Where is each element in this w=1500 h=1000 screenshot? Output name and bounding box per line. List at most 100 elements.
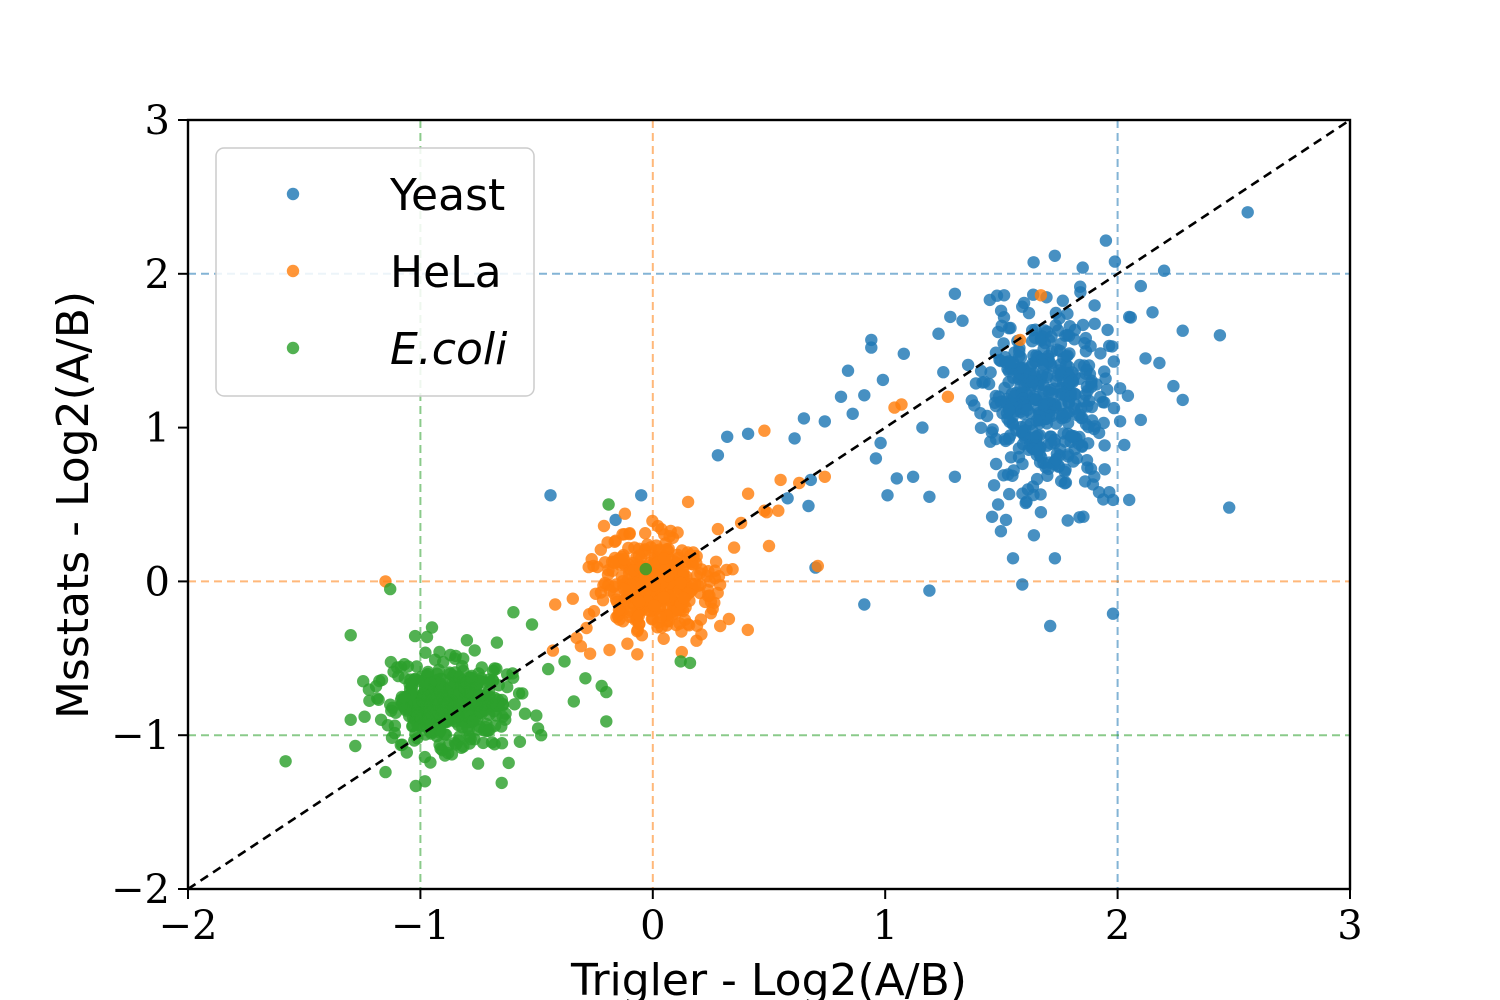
data-point	[618, 507, 632, 520]
data-point	[858, 389, 871, 402]
data-point	[874, 436, 887, 450]
data-point	[1098, 439, 1111, 452]
data-point	[804, 473, 817, 487]
data-point	[525, 618, 539, 631]
legend-label: HeLa	[390, 247, 502, 298]
data-point	[1027, 256, 1040, 269]
data-point	[774, 473, 787, 487]
data-point	[994, 304, 1008, 317]
data-point	[681, 495, 695, 509]
legend-box	[215, 147, 535, 397]
y-tick-label: −2	[111, 867, 170, 913]
data-point	[1048, 249, 1062, 262]
data-point	[1021, 483, 1035, 496]
data-point	[772, 504, 785, 517]
data-point	[1026, 375, 1039, 388]
data-point	[1056, 294, 1070, 307]
data-point	[1055, 398, 1068, 411]
y-tick-label: −1	[111, 713, 170, 759]
data-point	[279, 755, 292, 768]
data-point	[1070, 452, 1084, 465]
legend-marker	[286, 341, 300, 355]
data-point	[937, 366, 950, 379]
data-point	[1101, 323, 1114, 337]
x-axis-label: Trigler - Log2(A/B)	[570, 955, 967, 1000]
data-point	[956, 314, 969, 327]
data-point	[460, 676, 473, 689]
data-point	[841, 364, 855, 377]
data-point	[495, 737, 509, 750]
data-point	[944, 310, 957, 324]
data-point	[1106, 607, 1120, 620]
data-point	[583, 647, 597, 660]
data-point	[694, 613, 708, 626]
data-point	[435, 681, 449, 694]
data-point	[657, 632, 670, 645]
data-point	[682, 619, 696, 632]
data-point	[1241, 206, 1254, 219]
data-point	[1016, 578, 1029, 591]
data-point	[802, 499, 815, 513]
data-point	[1157, 264, 1171, 277]
data-point	[460, 634, 474, 647]
data-point	[544, 489, 557, 502]
data-point	[1076, 261, 1089, 274]
data-point	[1063, 320, 1077, 333]
data-point	[411, 707, 424, 720]
data-point	[535, 729, 548, 742]
data-point	[420, 630, 434, 644]
data-point	[818, 415, 831, 428]
x-tick-label: 3	[1337, 903, 1362, 949]
data-point	[609, 513, 622, 527]
data-point	[671, 526, 684, 539]
data-point	[1052, 364, 1066, 377]
data-point	[635, 489, 648, 502]
data-point	[615, 570, 629, 583]
data-point	[632, 609, 646, 622]
data-point	[781, 492, 794, 505]
data-point	[507, 606, 520, 619]
data-point	[471, 757, 485, 770]
data-point	[600, 715, 613, 728]
data-point	[344, 629, 357, 642]
data-point	[418, 775, 432, 788]
data-point	[948, 470, 962, 483]
data-point	[1029, 323, 1042, 336]
data-point	[388, 726, 401, 740]
data-point	[985, 510, 999, 523]
data-point	[711, 522, 725, 536]
data-point	[675, 645, 688, 659]
data-point	[677, 565, 690, 578]
data-point	[690, 569, 703, 582]
data-point	[741, 623, 754, 637]
data-point	[1134, 413, 1148, 427]
data-point	[1013, 350, 1026, 363]
x-tick-label: −1	[391, 903, 450, 949]
legend-marker	[286, 187, 300, 201]
data-point	[587, 605, 601, 618]
data-point	[984, 366, 997, 379]
x-tick-label: 1	[872, 903, 897, 949]
data-point	[1061, 349, 1074, 362]
data-point	[518, 707, 532, 720]
data-point	[391, 661, 404, 674]
x-axis-ticks: −2 −1 0 1 2 3	[159, 889, 1363, 949]
data-point	[398, 691, 411, 704]
data-point	[499, 707, 512, 720]
data-point	[897, 347, 910, 360]
data-point	[601, 568, 615, 581]
data-point	[546, 644, 560, 657]
data-point	[384, 582, 397, 596]
data-point	[923, 584, 936, 597]
data-point	[1042, 462, 1055, 476]
data-point	[890, 472, 903, 485]
legend-label: Yeast	[389, 170, 505, 221]
data-point	[983, 293, 996, 307]
data-point	[447, 687, 460, 701]
data-point	[1021, 403, 1034, 417]
data-point	[916, 421, 929, 434]
data-point	[1082, 420, 1095, 434]
data-point	[410, 660, 423, 673]
data-point	[1118, 438, 1131, 452]
data-point	[468, 644, 481, 657]
